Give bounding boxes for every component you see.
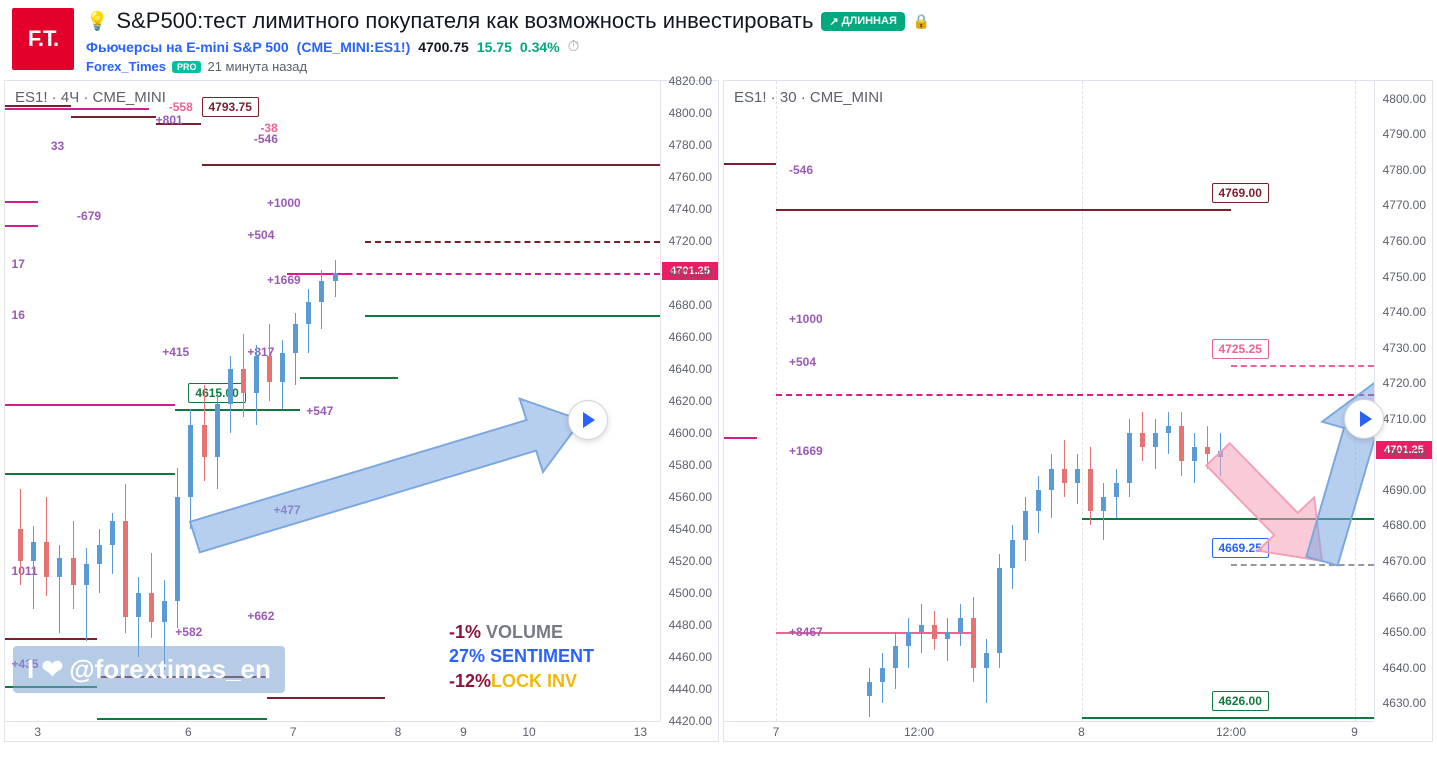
y-tick: 4520.00 bbox=[669, 554, 712, 568]
pro-badge: PRO bbox=[172, 61, 202, 73]
y-tick: 4560.00 bbox=[669, 490, 712, 504]
y-tick: 4620.00 bbox=[669, 394, 712, 408]
y-tick: 4660.00 bbox=[1383, 590, 1426, 604]
x-tick: 3 bbox=[34, 725, 41, 739]
x-tick: 9 bbox=[1351, 725, 1358, 739]
y-tick: 4770.00 bbox=[1383, 198, 1426, 212]
y-tick: 4790.00 bbox=[1383, 127, 1426, 141]
chart-right[interactable]: ES1! · 30 · CME_MINI 4701.25-546+1000+50… bbox=[723, 80, 1433, 742]
chart-left-title: ES1! · 4Ч · CME_MINI bbox=[15, 89, 166, 106]
y-tick: 4460.00 bbox=[669, 650, 712, 664]
y-tick: 4630.00 bbox=[1383, 696, 1426, 710]
y-tick: 4640.00 bbox=[1383, 661, 1426, 675]
time-ago: 21 минута назад bbox=[207, 59, 307, 74]
chart-right-title: ES1! · 30 · CME_MINI bbox=[734, 89, 883, 106]
x-tick: 7 bbox=[773, 725, 780, 739]
author-link[interactable]: Forex_Times bbox=[86, 59, 166, 74]
y-tick: 4580.00 bbox=[669, 458, 712, 472]
symbol-link[interactable]: Фьючерсы на E-mini S&P 500 bbox=[86, 39, 289, 55]
y-tick: 4680.00 bbox=[669, 298, 712, 312]
y-tick: 4710.00 bbox=[1383, 412, 1426, 426]
play-button[interactable] bbox=[1344, 399, 1384, 439]
x-tick: 12:00 bbox=[1216, 725, 1246, 739]
x-tick: 9 bbox=[460, 725, 467, 739]
y-tick: 4500.00 bbox=[669, 586, 712, 600]
y-tick: 4670.00 bbox=[1383, 554, 1426, 568]
y-tick: 4440.00 bbox=[669, 682, 712, 696]
y-tick: 4740.00 bbox=[1383, 305, 1426, 319]
y-tick: 4680.00 bbox=[1383, 518, 1426, 532]
chart-left[interactable]: ES1! · 4Ч · CME_MINI 4701.25+801-54633+1… bbox=[4, 80, 719, 742]
forecast-arrow bbox=[724, 81, 1374, 721]
y-tick: 4650.00 bbox=[1383, 625, 1426, 639]
y-tick: 4760.00 bbox=[669, 170, 712, 184]
price: 4700.75 bbox=[418, 39, 469, 55]
header: F.T. 💡 S&P500:тест лимитного покупателя … bbox=[0, 0, 1437, 80]
x-tick: 8 bbox=[395, 725, 402, 739]
y-tick: 4820.00 bbox=[669, 74, 712, 88]
sentiment-panel: -1% VOLUME27% SENTIMENT-12%LOCK INV bbox=[449, 620, 594, 693]
watermark: I ❤ @forextimes_en bbox=[13, 646, 285, 693]
x-tick: 7 bbox=[290, 725, 297, 739]
x-tick: 6 bbox=[185, 725, 192, 739]
y-tick: 4800.00 bbox=[669, 106, 712, 120]
y-tick: 4730.00 bbox=[1383, 341, 1426, 355]
x-tick: 8 bbox=[1078, 725, 1085, 739]
y-tick: 4700.00 bbox=[669, 266, 712, 280]
y-tick: 4700.00 bbox=[1383, 447, 1426, 461]
x-tick: 10 bbox=[522, 725, 535, 739]
page-title: S&P500:тест лимитного покупателя как воз… bbox=[116, 8, 813, 34]
x-tick: 12:00 bbox=[904, 725, 934, 739]
y-tick: 4640.00 bbox=[669, 362, 712, 376]
change-abs: 15.75 bbox=[477, 39, 512, 55]
y-tick: 4480.00 bbox=[669, 618, 712, 632]
play-button[interactable] bbox=[568, 400, 608, 440]
y-tick: 4690.00 bbox=[1383, 483, 1426, 497]
y-tick: 4660.00 bbox=[669, 330, 712, 344]
change-pct: 0.34% bbox=[520, 39, 560, 55]
logo: F.T. bbox=[12, 8, 74, 70]
clock-icon: ⏱ bbox=[568, 38, 580, 55]
y-tick: 4800.00 bbox=[1383, 92, 1426, 106]
bulb-icon: 💡 bbox=[86, 11, 108, 32]
y-tick: 4720.00 bbox=[1383, 376, 1426, 390]
y-tick: 4750.00 bbox=[1383, 270, 1426, 284]
y-tick: 4720.00 bbox=[669, 234, 712, 248]
x-tick: 13 bbox=[634, 725, 647, 739]
ticker[interactable]: (CME_MINI:ES1!) bbox=[297, 39, 411, 55]
y-tick: 4540.00 bbox=[669, 522, 712, 536]
y-tick: 4600.00 bbox=[669, 426, 712, 440]
y-tick: 4420.00 bbox=[669, 714, 712, 728]
y-tick: 4760.00 bbox=[1383, 234, 1426, 248]
lock-icon: 🔒 bbox=[913, 13, 930, 30]
y-tick: 4740.00 bbox=[669, 202, 712, 216]
y-tick: 4780.00 bbox=[669, 138, 712, 152]
direction-badge: ↗ ДЛИННАЯ bbox=[821, 12, 904, 31]
y-tick: 4780.00 bbox=[1383, 163, 1426, 177]
